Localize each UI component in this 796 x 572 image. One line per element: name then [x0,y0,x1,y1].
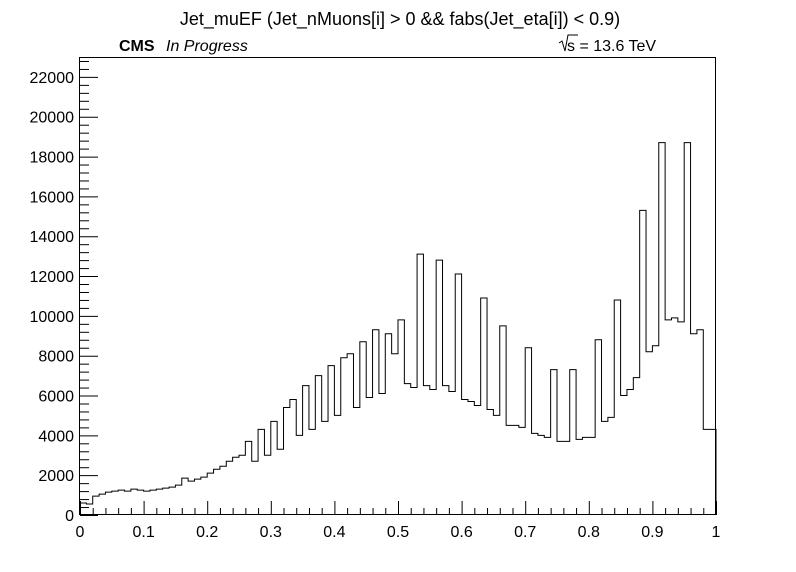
x-tick-label: 0.6 [450,524,472,541]
x-tick-label: 0 [76,524,85,541]
y-tick-label: 0 [65,508,74,525]
plot-frame [79,57,716,515]
x-tick-label: 0.4 [323,524,345,541]
sqrt-symbol [558,34,578,52]
y-tick-label: 8000 [38,349,74,366]
y-tick-label: 10000 [30,309,75,326]
cms-label: CMS [119,38,155,55]
status-label: In Progress [166,38,248,55]
y-tick-label: 2000 [38,468,74,485]
x-tick-label: 0.7 [514,524,536,541]
y-tick-label: 20000 [30,110,75,127]
x-tick-label: 0.2 [196,524,218,541]
x-tick-label: 0.5 [387,524,409,541]
y-axis: 0 2000 4000 6000 8000 10000 12000 14000 16000 180… [30,60,98,525]
y-tick-label: 4000 [38,428,74,445]
y-tick-label: 22000 [30,70,75,87]
y-tick-label: 14000 [30,229,75,246]
x-tick-label: 0.9 [641,524,663,541]
y-tick-label: 18000 [30,150,75,167]
x-tick-label: 0.8 [578,524,600,541]
y-tick-label: 12000 [30,269,75,286]
x-tick-label: 1 [712,524,721,541]
y-tick-label: 16000 [30,189,75,206]
x-axis: 0 0.1 0.2 0.3 0.4 0.5 0.6 0.7 0.8 0.9 1 [76,501,721,541]
chart-title: Jet_muEF (Jet_nMuons[i] > 0 && fabs(Jet_… [180,9,620,30]
energy-text: s = 13.6 TeV [567,38,656,55]
x-tick-label: 0.3 [260,524,282,541]
x-tick-label: 0.1 [132,524,154,541]
energy-label: s = 13.6 TeV [558,34,656,55]
histogram-outline [79,142,717,515]
y-tick-label: 6000 [38,389,74,406]
